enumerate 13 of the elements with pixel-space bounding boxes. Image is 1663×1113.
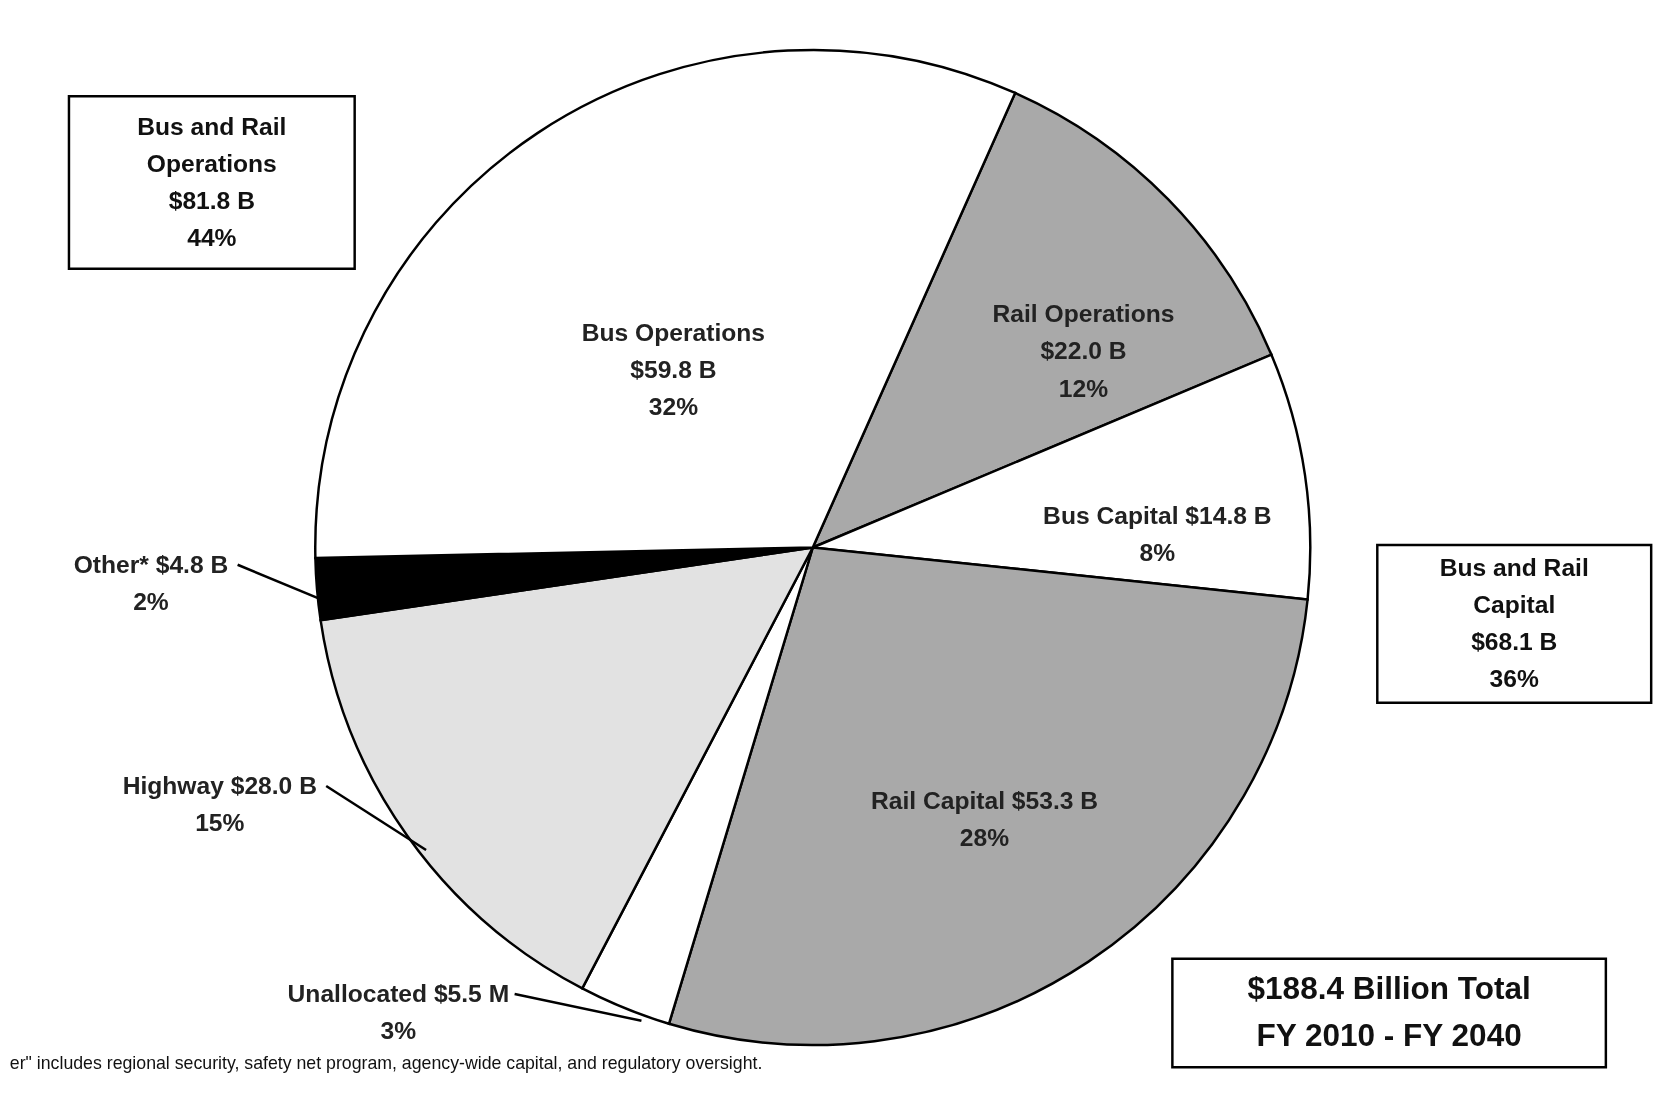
- data-label: $22.0 B 12%: [1040, 337, 1127, 402]
- text: Bus and Rail Capital $68.1 B 36%: [1439, 554, 1589, 693]
- slice-label: Highway $28.0 B 15%: [122, 771, 317, 837]
- slice-label: Rail Capital $53.3 B 28%: [870, 786, 1099, 852]
- slice-label: Bus Capital $14.8 B 8%: [1043, 501, 1272, 567]
- slice-label: Bus Operations: [581, 318, 765, 346]
- slice-label: Other* $4.8 B 2%: [73, 550, 229, 616]
- text: er" includes regional security, safety net program, agency-wide capital, and regulatory oversight.: [9, 1053, 763, 1074]
- slice-label: Rail Operations: [992, 299, 1175, 327]
- slice-label: Unallocated $5.5 M 3%: [287, 979, 510, 1045]
- data-label: $59.8 B 32%: [630, 356, 717, 421]
- text: $188.4 Billion Total FY 2010 - FY 2040: [1247, 970, 1531, 1054]
- text: Bus and Rail Operations $81.8 B 44%: [137, 112, 287, 251]
